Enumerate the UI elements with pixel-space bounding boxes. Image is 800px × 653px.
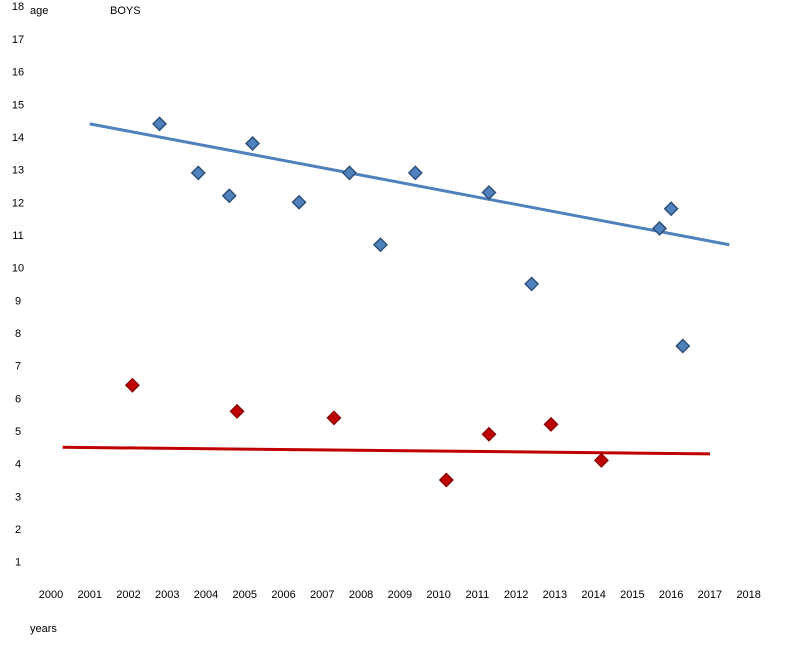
x-tick-label: 2003 [155,589,179,601]
trend-lines [62,122,730,456]
trend-line-1 [89,122,730,247]
y-tick-label: 12 [12,197,24,209]
y-tick-label: 18 [12,1,24,13]
x-axis-label: years [30,623,57,635]
y-tick-label: 16 [12,67,24,79]
x-tick-label: 2002 [116,589,140,601]
chart-title: BOYS [110,5,141,17]
x-tick-label: 2011 [466,589,490,601]
data-point [245,135,261,151]
x-tick-label: 2006 [271,589,295,601]
data-markers [124,116,691,488]
data-point [593,452,609,468]
y-tick-label: 2 [15,524,21,536]
data-point [481,426,497,442]
x-tick-label: 2018 [736,589,760,601]
data-point [190,165,206,181]
data-point [524,276,540,292]
data-point [152,116,168,132]
y-tick-label: 6 [15,393,21,405]
data-point [481,184,497,200]
y-tick-label: 15 [12,99,24,111]
y-tick-label: 14 [12,132,24,144]
data-point [675,338,691,354]
y-tick-label: 11 [12,230,23,242]
x-tick-label: 2004 [194,589,218,601]
data-point [407,165,423,181]
data-point [341,165,357,181]
x-tick-label: 2009 [388,589,412,601]
y-axis-label: age [30,5,48,17]
data-point [229,403,245,419]
y-tick-label: 9 [15,295,21,307]
y-tick-label: 13 [12,165,24,177]
y-tick-label: 4 [15,459,21,471]
x-tick-label: 2012 [504,589,528,601]
x-tick-label: 2005 [233,589,257,601]
data-point [543,416,559,432]
x-tick-label: 2015 [620,589,644,601]
data-point [652,220,668,236]
data-point [221,188,237,204]
data-point [326,410,342,426]
y-tick-label: 10 [12,263,24,275]
data-point [663,201,679,217]
x-tick-label: 2000 [39,589,63,601]
y-tick-label: 8 [15,328,21,340]
data-point [372,237,388,253]
x-tick-label: 2016 [659,589,683,601]
x-tick-label: 2007 [310,589,334,601]
y-tick-label: 5 [15,426,21,438]
data-point [438,472,454,488]
x-tick-label: 2008 [349,589,373,601]
y-tick-label: 3 [15,491,21,503]
x-axis-ticks: 2000 2001 2002 2003 2004 2005 2006 2007 2008 2009… [39,589,761,601]
y-tick-label: 17 [12,34,24,46]
trend-line-2 [62,445,710,456]
x-tick-label: 2010 [426,589,450,601]
y-tick-label: 7 [15,361,21,373]
x-tick-label: 2017 [698,589,722,601]
x-tick-label: 2014 [581,589,605,601]
data-point [291,194,307,210]
x-tick-label: 2001 [78,589,102,601]
x-tick-label: 2013 [543,589,567,601]
y-tick-label: 1 [15,557,21,569]
data-point [124,377,140,393]
